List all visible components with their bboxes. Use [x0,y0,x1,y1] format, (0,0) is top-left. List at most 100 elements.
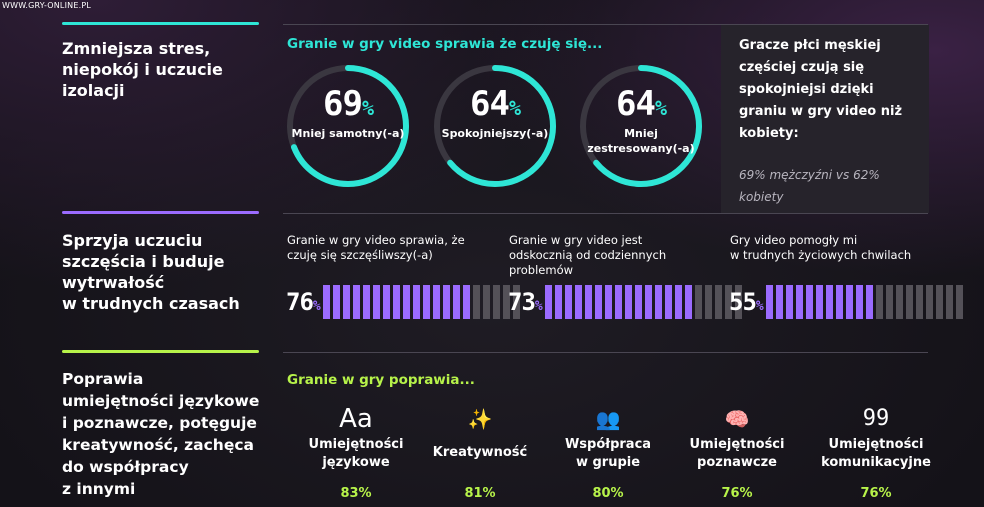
bar-segment-filled [595,285,602,319]
bar-segment-filled [333,285,340,319]
bar-segment-filled [655,285,662,319]
box-note: 69% mężczyźni vs 62% kobiety [739,168,880,204]
bar-segment-empty [896,285,903,319]
section3-rule [283,352,928,353]
magic-wand-icon: ✨ [467,407,493,431]
bar-segment-empty [503,285,510,319]
bar-segment-filled [393,285,400,319]
ring-label: Spokojniejszy(-a) [441,127,549,140]
text-aa-icon: Aa [339,404,373,434]
bar-segment-empty [936,285,943,319]
bar-segment-filled [555,285,562,319]
ring-value: 69% [323,84,374,124]
skill-value: 83% [340,486,372,501]
skill-value: 76% [860,486,892,501]
skill-value: 80% [592,486,624,501]
bar-segment-filled [605,285,612,319]
bar-segment-filled [866,285,873,319]
ring-stat: 64% Spokojniejszy(-a) [431,62,559,190]
bar-segment-filled [856,285,863,319]
bar-segment-filled [413,285,420,319]
skill-value: 76% [721,486,753,501]
bar-segment-filled [353,285,360,319]
bar-segment-empty [876,285,883,319]
skill-communication: 99 Umiejętności komunikacyjne 76% [816,402,936,501]
bar-segment-empty [946,285,953,319]
bar-segment-empty [473,285,480,319]
bar-segment-filled [373,285,380,319]
bar-segment-filled [565,285,572,319]
skill-name: Współpraca w grupie [564,437,652,470]
skill-name: Umiejętności językowe [308,437,404,470]
bar-segment-filled [826,285,833,319]
stat-value: 55% [729,288,764,316]
stat-description: Granie w gry video sprawia, że czuję się … [287,233,465,262]
quote-icon: 99 [862,406,890,431]
bar-segment-empty [715,285,722,319]
bar-segment-empty [513,285,520,319]
bar-segment-filled [665,285,672,319]
bar-segment-filled [806,285,813,319]
box-title: Gracze płci męskiej częściej czują się spo… [739,38,903,141]
bar-segment-filled [323,285,330,319]
bar-segment-empty [926,285,933,319]
bar-segment-filled [816,285,823,319]
section1-heading: Zmniejsza stres, niepokój i uczucie izolac… [62,39,223,100]
bar-segment-filled [443,285,450,319]
bar-meter [545,285,742,319]
bar-segment-empty [725,285,732,319]
bar-segment-empty [695,285,702,319]
bar-segment-filled [836,285,843,319]
section2-divider [62,211,259,214]
bar-segment-filled [585,285,592,319]
bar-segment-filled [453,285,460,319]
bar-segment-filled [545,285,552,319]
ring-stat: 64% Mniej zestresowany(-a) [577,62,705,190]
section3-divider [62,350,259,353]
stat-description: Gry video pomogły mi w trudnych życiowych… [730,233,912,262]
section1-rule [283,24,928,25]
bar-segment-filled [635,285,642,319]
gender-comparison-box: Gracze płci męskiej częściej czują się spo… [721,25,929,213]
ring-arc [580,65,702,187]
bar-segment-filled [796,285,803,319]
bar-segment-filled [383,285,390,319]
bar-segment-empty [705,285,712,319]
section2-rule [283,213,928,214]
bar-segment-filled [786,285,793,319]
bar-segment-empty [916,285,923,319]
section1-subtitle: Granie w gry video sprawia że czuję się.… [287,36,603,52]
section3-subtitle: Granie w gry poprawia... [287,372,475,388]
bar-meter [323,285,520,319]
bar-segment-empty [906,285,913,319]
bar-segment-filled [776,285,783,319]
ring-value: 64% [470,84,521,124]
bar-segment-filled [675,285,682,319]
section2-heading: Sprzyja uczuciu szczęścia i buduje wytrwał… [62,231,240,313]
skill-language: Aa Umiejętności językowe 83% [296,402,416,501]
bar-segment-empty [886,285,893,319]
ring-label: Mniej zestresowany(-a) [587,127,695,155]
bar-segment-filled [615,285,622,319]
bar-segment-filled [363,285,370,319]
bar-segment-filled [433,285,440,319]
bar-segment-filled [423,285,430,319]
team-icon: 👥 [595,407,621,431]
skill-teamwork: 👥 Współpraca w grupie 80% [548,402,668,501]
skill-cognitive: 🧠 Umiejętności poznawcze 76% [677,402,797,501]
skill-value: 81% [464,486,496,501]
bar-segment-filled [846,285,853,319]
brain-head-icon: 🧠 [724,407,750,431]
ring-chart [287,65,409,187]
bar-segment-empty [493,285,500,319]
ring-chart [580,65,702,187]
section1-divider [62,22,259,25]
bar-meter [766,285,963,319]
bar-segment-filled [685,285,692,319]
skill-creativity: ✨ Kreatywność 81% [420,402,540,501]
bar-segment-filled [766,285,773,319]
bar-segment-empty [956,285,963,319]
ring-arc [434,65,556,187]
ring-chart [434,65,556,187]
bar-segment-filled [645,285,652,319]
